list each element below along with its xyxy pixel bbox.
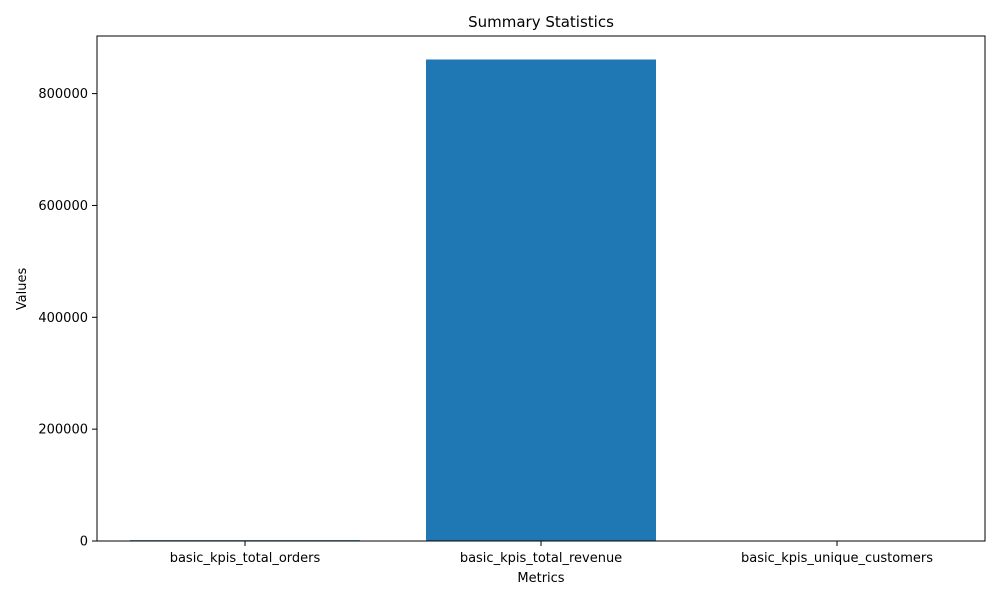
x-axis: basic_kpis_total_orders basic_kpis_total_… <box>170 541 933 566</box>
bars-layer <box>130 59 952 541</box>
plot-frame <box>96 35 986 542</box>
x-tick-label: basic_kpis_total_orders <box>170 551 321 566</box>
x-tick-label: basic_kpis_unique_customers <box>741 551 933 566</box>
bar-basic_kpis_total_revenue <box>426 59 656 541</box>
y-axis-label: Values <box>15 268 30 311</box>
y-tick-label: 600000 <box>38 199 88 214</box>
y-tick-label: 800000 <box>38 87 88 102</box>
y-tick-label: 200000 <box>38 423 88 438</box>
y-axis: 0 200000 400000 600000 800000 <box>38 87 97 550</box>
y-tick-label: 0 <box>80 535 88 550</box>
x-axis-label: Metrics <box>517 571 564 586</box>
chart-title: Summary Statistics <box>468 13 614 31</box>
x-tick-label: basic_kpis_total_revenue <box>460 551 622 566</box>
y-tick-label: 400000 <box>38 311 88 326</box>
